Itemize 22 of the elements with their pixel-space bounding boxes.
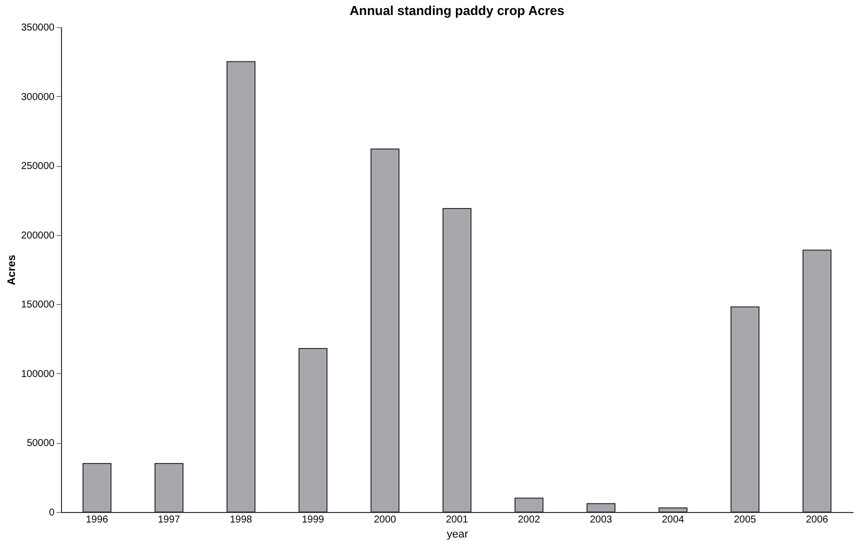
y-tick-label: 100000 — [21, 368, 55, 380]
y-tick-label: 150000 — [21, 300, 55, 311]
y-tick-label: 200000 — [21, 230, 55, 242]
y-tick-label: 50000 — [26, 438, 55, 450]
x-tick-label: 2001 — [446, 514, 469, 526]
x-tick-label: 2006 — [806, 514, 829, 526]
x-tick-label: 1997 — [158, 514, 181, 526]
chart-title: Annual standing paddy crop Acres — [350, 3, 564, 18]
x-axis-title: year — [446, 528, 469, 540]
y-axis-title: Acres — [6, 254, 18, 286]
y-tick-label: 350000 — [21, 22, 55, 34]
y-tick-label: 0 — [48, 508, 55, 518]
x-tick-label: 1996 — [86, 514, 109, 526]
x-tick-label: 1999 — [302, 514, 325, 526]
x-tick-label: 2003 — [590, 514, 613, 526]
x-tick-label: 2004 — [662, 514, 685, 526]
x-tick-label: 2002 — [518, 514, 541, 526]
x-tick-label: 1998 — [230, 514, 253, 526]
x-tick-label: 2005 — [734, 514, 757, 526]
y-tick-label: 250000 — [21, 161, 55, 172]
y-tick-label: 300000 — [21, 92, 55, 103]
x-tick-label: 2000 — [374, 514, 397, 526]
